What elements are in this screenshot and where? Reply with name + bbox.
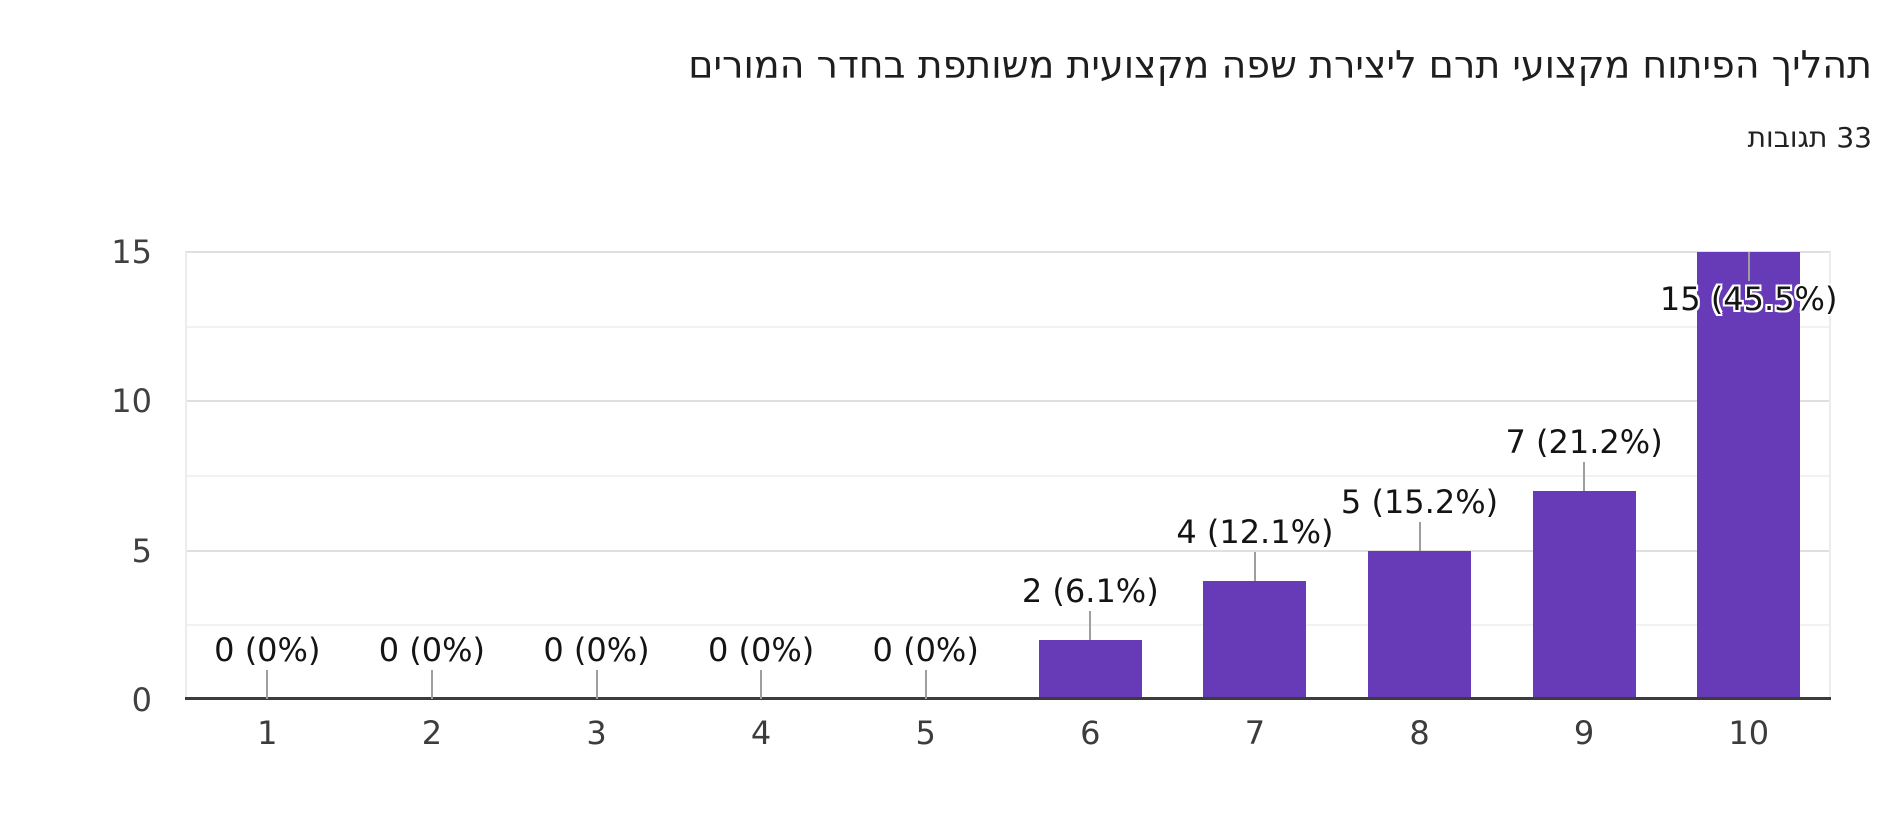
value-leader-line: [430, 670, 433, 699]
value-leader-line: [1253, 551, 1256, 581]
minor-gridline: [185, 325, 1831, 328]
bar-10: [1697, 252, 1801, 697]
bar-7: [1203, 580, 1307, 697]
x-axis-label: 3: [586, 714, 607, 752]
major-gridline: [185, 400, 1831, 403]
minor-gridline: [185, 624, 1831, 627]
bar-9: [1532, 490, 1636, 697]
plot-boundary-line: [1829, 252, 1831, 700]
bar-value-label: 15 (45.5%): [1659, 280, 1838, 318]
bar-value-label: 7 (21.2%): [1505, 422, 1663, 461]
bar-8: [1368, 550, 1471, 697]
value-leader-line: [266, 670, 269, 699]
question-title: תהליך הפיתוח מקצועי תרם ליצירת שפה מקצוע…: [688, 43, 1872, 87]
major-gridline: [185, 251, 1831, 253]
x-axis-label: 2: [421, 714, 443, 752]
x-axis-label: 9: [1573, 714, 1595, 752]
y-axis-label: 10: [111, 382, 152, 421]
bar-value-label: 0 (0%): [378, 631, 486, 669]
x-axis-label: 4: [750, 714, 772, 752]
bar-value-label: 0 (0%): [707, 631, 815, 669]
bar-value-label: 0 (0%): [872, 631, 979, 669]
x-axis-label: 5: [915, 714, 936, 752]
bar-value-label: 2 (6.1%): [1021, 572, 1159, 611]
x-axis-label: 7: [1244, 714, 1266, 752]
y-axis-label: 15: [111, 233, 152, 271]
responses-count: 33 תגובות: [1747, 121, 1872, 154]
value-leader-line: [1583, 461, 1586, 491]
x-axis-label: 6: [1080, 714, 1101, 752]
major-gridline: [185, 549, 1831, 552]
x-axis-label: 8: [1409, 714, 1430, 752]
bar-value-label: 5 (15.2%): [1340, 482, 1499, 521]
bar-value-label: 0 (0%): [214, 631, 321, 669]
y-axis-label: 5: [131, 531, 152, 570]
x-axis-line: [185, 697, 1831, 700]
bar-value-label: 0 (0%): [543, 631, 650, 669]
value-leader-line: [1089, 611, 1092, 641]
value-leader-line: [595, 670, 598, 699]
y-axis-label: 0: [131, 681, 152, 719]
value-leader-line: [1418, 521, 1421, 551]
value-leader-line: [760, 670, 763, 699]
x-axis-label: 10: [1728, 714, 1770, 752]
plot-boundary-line: [185, 252, 187, 700]
value-leader-line: [1747, 252, 1750, 281]
minor-gridline: [185, 475, 1831, 477]
value-leader-line: [924, 670, 927, 699]
bar-6: [1038, 640, 1142, 697]
x-axis-label: 1: [257, 714, 278, 752]
bar-value-label: 4 (12.1%): [1176, 512, 1334, 551]
